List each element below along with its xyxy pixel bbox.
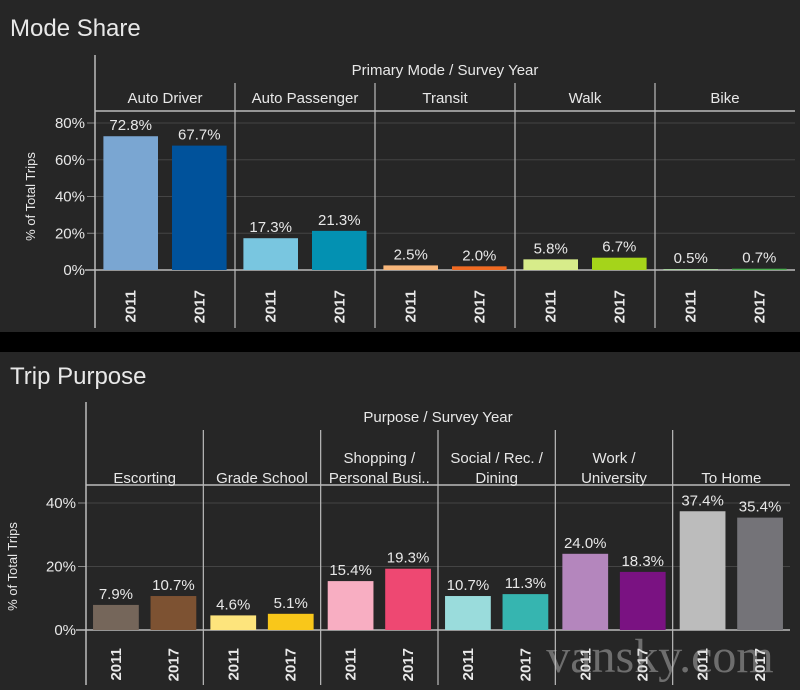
group-label: Auto Passenger xyxy=(252,90,359,107)
bar xyxy=(327,581,374,630)
x-tick-label: 2011 xyxy=(343,648,360,681)
chart-background xyxy=(0,352,800,690)
data-label: 4.6% xyxy=(216,596,250,613)
data-label: 2.0% xyxy=(462,247,496,264)
y-axis-label: % of Total Trips xyxy=(23,152,38,241)
chart-1: Mode Share 0% 20% 40% 60% 80% % of Total Trips… xyxy=(0,0,800,332)
data-label: 19.3% xyxy=(387,550,430,567)
bar xyxy=(172,145,227,270)
data-label: 24.0% xyxy=(564,535,607,552)
axis-header: Primary Mode / Survey Year xyxy=(352,62,539,79)
x-tick-label: 2011 xyxy=(403,290,420,323)
data-label: 10.7% xyxy=(152,577,195,594)
data-label: 72.8% xyxy=(109,117,152,134)
bar xyxy=(243,238,298,270)
x-tick-label: 2011 xyxy=(695,648,712,681)
data-label: 6.7% xyxy=(602,239,636,256)
chart-title: Mode Share xyxy=(10,15,141,42)
x-tick-label: 2017 xyxy=(471,290,488,323)
bar xyxy=(210,615,257,630)
group-label: To Home xyxy=(701,470,761,487)
y-tick-label: 0% xyxy=(63,262,85,279)
bar xyxy=(93,604,139,630)
bar xyxy=(385,568,431,630)
y-tick-label: 40% xyxy=(46,495,76,512)
x-tick-label: 2017 xyxy=(517,648,534,681)
data-label: 11.3% xyxy=(505,575,546,592)
data-label: 21.3% xyxy=(318,212,361,229)
bar xyxy=(452,266,507,270)
group-label: Auto Driver xyxy=(127,90,202,107)
axis-header: Purpose / Survey Year xyxy=(363,409,512,426)
data-label: 2.5% xyxy=(394,246,428,263)
data-label: 67.7% xyxy=(178,127,221,144)
x-tick-label: 2017 xyxy=(191,290,208,323)
group-label: Transit xyxy=(422,90,468,107)
x-tick-label: 2011 xyxy=(683,290,700,323)
group-label: Bike xyxy=(710,90,739,107)
group-label: Personal Busi.. xyxy=(329,470,430,487)
x-tick-label: 2017 xyxy=(165,648,182,681)
y-tick-label: 40% xyxy=(55,189,85,206)
x-tick-label: 2017 xyxy=(400,648,417,681)
data-label: 37.4% xyxy=(681,492,724,509)
bar xyxy=(150,596,197,630)
data-label: 10.7% xyxy=(447,577,490,594)
x-tick-label: 2011 xyxy=(543,290,560,323)
data-label: 7.9% xyxy=(99,586,133,603)
x-tick-label: 2011 xyxy=(263,290,280,323)
x-tick-label: 2011 xyxy=(225,648,242,681)
x-tick-label: 2017 xyxy=(283,648,300,681)
data-label: 35.4% xyxy=(739,499,782,516)
chart-title: Trip Purpose xyxy=(10,363,147,390)
bar xyxy=(267,613,314,630)
y-tick-label: 80% xyxy=(55,115,85,132)
bar xyxy=(619,571,666,630)
bar xyxy=(562,553,609,630)
x-tick-label: 2011 xyxy=(577,648,594,681)
bar xyxy=(103,136,158,270)
x-tick-label: 2017 xyxy=(611,290,628,323)
bar xyxy=(383,265,438,270)
y-tick-label: 60% xyxy=(55,152,85,169)
bar xyxy=(445,596,491,630)
y-tick-label: 20% xyxy=(46,559,76,576)
bar xyxy=(592,257,647,270)
bar xyxy=(732,268,787,270)
watermark: vansky.com xyxy=(546,630,774,683)
bar xyxy=(312,230,367,270)
x-tick-label: 2011 xyxy=(123,290,140,323)
group-label: Social / Rec. / xyxy=(450,450,543,467)
y-tick-label: 20% xyxy=(55,225,85,242)
group-label: Dining xyxy=(475,470,518,487)
y-tick-label: 0% xyxy=(54,622,76,639)
x-tick-label: 2017 xyxy=(635,648,652,681)
data-label: 0.7% xyxy=(742,250,776,267)
data-label: 15.4% xyxy=(329,562,372,579)
bar xyxy=(737,517,783,630)
group-label: Shopping / xyxy=(343,450,416,467)
x-tick-label: 2017 xyxy=(752,648,769,681)
y-axis-label: % of Total Trips xyxy=(5,522,20,611)
bar xyxy=(523,259,578,270)
x-tick-label: 2017 xyxy=(751,290,768,323)
data-label: 5.1% xyxy=(274,595,308,612)
group-label: Walk xyxy=(569,90,602,107)
bar xyxy=(663,269,718,270)
bar xyxy=(679,511,726,630)
data-label: 17.3% xyxy=(249,219,292,236)
group-label: Grade School xyxy=(216,470,308,487)
data-label: 5.8% xyxy=(534,240,568,257)
data-label: 18.3% xyxy=(621,553,664,570)
group-label: University xyxy=(581,470,647,487)
bar xyxy=(502,594,549,630)
group-label: Escorting xyxy=(113,470,176,487)
x-tick-label: 2011 xyxy=(460,648,477,681)
x-tick-label: 2011 xyxy=(108,648,125,681)
group-label: Work / xyxy=(592,450,636,467)
chart-2: Trip Purpose 0% 20% 40% % of Total Trips Purp… xyxy=(0,352,800,690)
x-tick-label: 2017 xyxy=(331,290,348,323)
data-label: 0.5% xyxy=(674,250,708,267)
